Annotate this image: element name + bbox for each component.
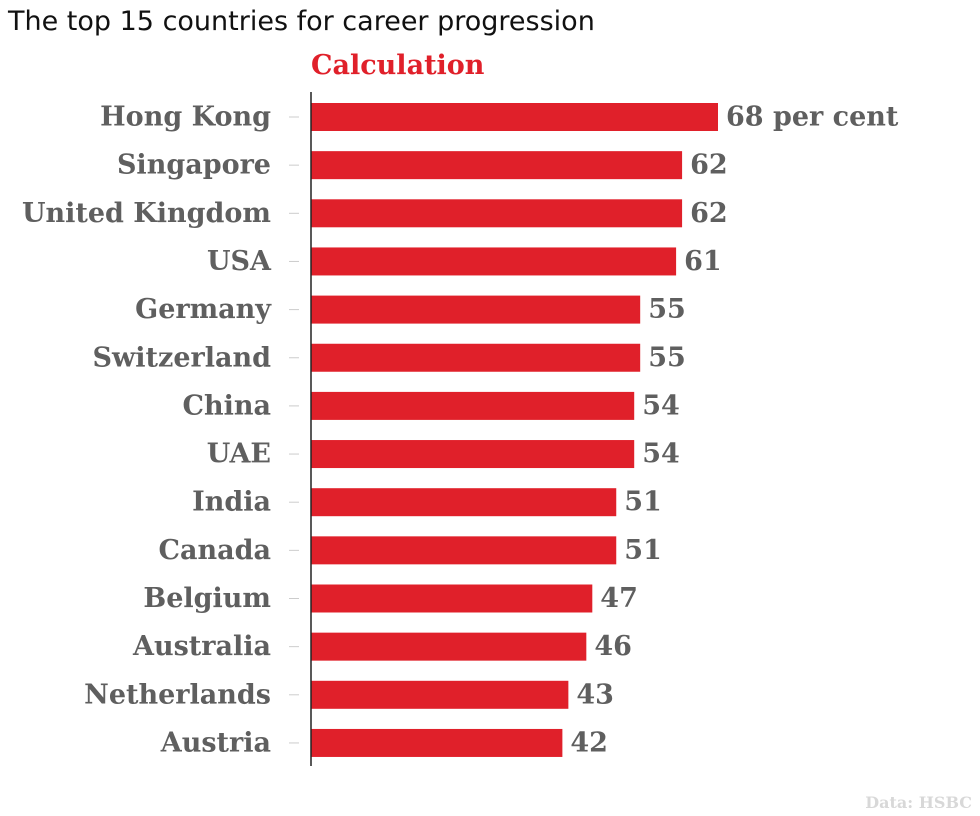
category-label-austria: Austria	[160, 727, 271, 758]
value-label-austria: 42	[570, 727, 608, 758]
value-label-united-kingdom: 62	[690, 198, 728, 229]
value-label-singapore: 62	[690, 150, 728, 181]
value-label-india: 51	[624, 487, 662, 518]
chart-title: The top 15 countries for career progress…	[8, 6, 595, 37]
bar-netherlands	[311, 680, 569, 709]
value-label-china: 54	[642, 390, 680, 421]
category-label-germany: Germany	[135, 294, 272, 325]
category-label-uae: UAE	[207, 439, 271, 470]
value-label-canada: 51	[624, 535, 662, 566]
bar-austria	[311, 728, 563, 757]
value-label-uae: 54	[642, 439, 680, 470]
category-labels: Hong Kong Singapore United Kingdom USA Germa…	[22, 102, 272, 759]
value-label-netherlands: 43	[576, 679, 614, 710]
bar-germany	[311, 295, 641, 324]
bar-usa	[311, 247, 677, 276]
category-label-switzerland: Switzerland	[93, 342, 272, 373]
category-label-united-kingdom: United Kingdom	[22, 198, 271, 229]
value-label-belgium: 47	[600, 583, 638, 614]
category-label-canada: Canada	[159, 535, 271, 566]
category-label-india: India	[192, 487, 271, 518]
value-label-switzerland: 55	[648, 342, 686, 373]
bar-switzerland	[311, 343, 641, 372]
value-label-hong-kong: 68 per cent	[726, 102, 899, 133]
category-label-australia: Australia	[132, 631, 271, 662]
value-label-usa: 61	[684, 246, 722, 277]
bar-singapore	[311, 151, 683, 180]
value-label-germany: 55	[648, 294, 686, 325]
category-label-usa: USA	[207, 246, 272, 277]
bar-india	[311, 488, 617, 517]
value-labels: 68 per cent 62 62 61 55 55 54 54 51 51 47 46 43 42	[570, 102, 899, 759]
value-label-australia: 46	[594, 631, 632, 662]
bar-hong-kong	[311, 103, 718, 131]
source-note: Data: HSBC	[865, 793, 972, 812]
bar-uae	[311, 440, 635, 469]
bar-belgium	[311, 584, 593, 613]
category-label-china: China	[182, 390, 271, 421]
chart-subtitle: Calculation	[311, 50, 485, 81]
bar-canada	[311, 536, 617, 565]
bars	[311, 103, 718, 757]
category-label-belgium: Belgium	[143, 583, 271, 614]
category-label-netherlands: Netherlands	[84, 679, 271, 710]
tick-marks	[289, 116, 299, 744]
bar-united-kingdom	[311, 199, 683, 228]
category-label-singapore: Singapore	[117, 150, 271, 181]
bar-australia	[311, 632, 587, 661]
category-label-hong-kong: Hong Kong	[100, 102, 271, 133]
bar-china	[311, 391, 635, 420]
